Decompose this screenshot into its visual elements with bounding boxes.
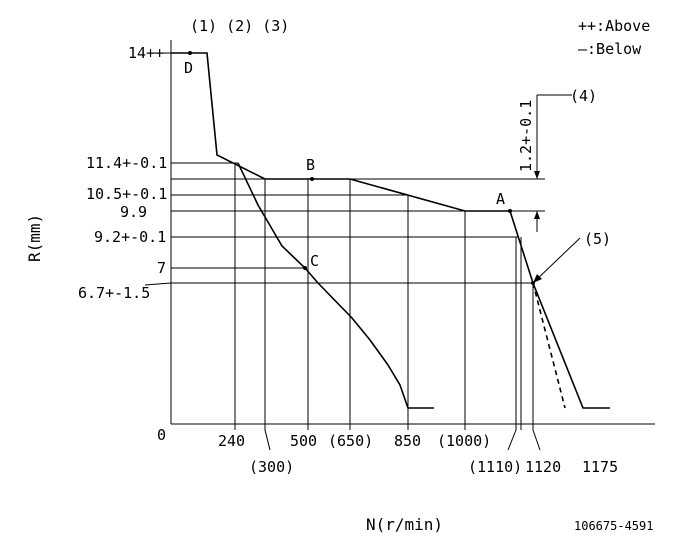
y-label-9-2: 9.2+-0.1 (94, 228, 166, 246)
x-axis-title: N(r/min) (366, 515, 443, 534)
y-axis-title: R(mm) (25, 214, 44, 262)
legend-below: —:Below (578, 40, 642, 58)
point-d-marker (188, 51, 192, 55)
x-label-240: 240 (218, 432, 245, 450)
y-label-6-7: 6.7+-1.5 (78, 284, 150, 302)
leader-lines (144, 282, 541, 451)
point-c-marker (303, 266, 307, 270)
y-label-10-5: 10.5+-0.1 (86, 185, 167, 203)
point-b-marker (310, 177, 314, 181)
y-label-14: 14++ (128, 44, 164, 62)
x-label-500: 500 (290, 432, 317, 450)
x-label-1000: (1000) (437, 432, 491, 450)
callout-5-leader (532, 237, 581, 284)
dimension-1-2-bracket (534, 94, 572, 232)
horizontal-reference-lines (148, 52, 545, 284)
point-a-marker (508, 209, 512, 213)
below-tolerance-dashed-line (532, 282, 566, 409)
callout-5-arrow (533, 274, 542, 283)
idle-curve (237, 162, 434, 409)
x-label-300: (300) (249, 458, 294, 476)
legend-above: ++:Above (578, 17, 650, 35)
point-b-label: B (306, 156, 315, 174)
figure-id: 106675-4591 (574, 519, 653, 533)
y-label-9-9: 9.9 (120, 203, 147, 221)
point-d-label: D (184, 59, 193, 77)
callout-4: (4) (570, 87, 597, 105)
x-label-850: 850 (394, 432, 421, 450)
x-label-1175: 1175 (582, 458, 618, 476)
y-label-11-4: 11.4+-0.1 (86, 154, 167, 172)
origin-label: 0 (157, 426, 166, 444)
x-label-650: (650) (328, 432, 373, 450)
x-label-1120: 1120 (525, 458, 561, 476)
header-refs: (1) (2) (3) (190, 17, 289, 35)
point-c-label: C (310, 252, 319, 270)
point-a-label: A (496, 190, 505, 208)
y-label-7: 7 (157, 259, 166, 277)
dimension-label: 1.2+-0.1 (517, 100, 535, 172)
vertical-reference-lines (234, 163, 534, 430)
callout-5: (5) (584, 230, 611, 248)
full-load-curve (171, 52, 610, 409)
x-label-1110: (1110) (468, 458, 522, 476)
